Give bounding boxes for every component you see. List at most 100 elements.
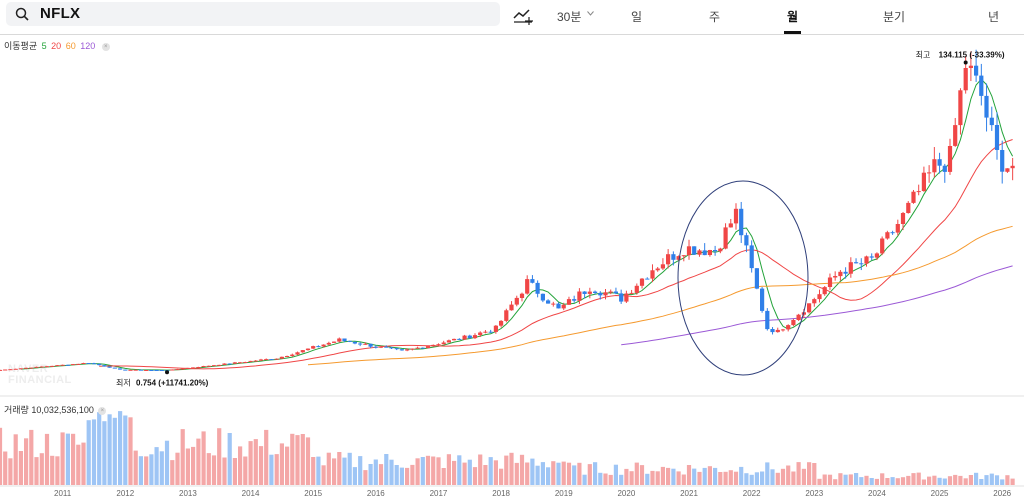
volume-bar [843, 474, 848, 485]
candle-body [874, 253, 879, 258]
candle-body [854, 262, 859, 264]
volume-bar [1005, 475, 1010, 485]
candle-body [927, 172, 932, 174]
volume-bar [332, 458, 337, 485]
candle-body [692, 246, 697, 255]
candle-body [629, 292, 634, 294]
volume-bar [827, 474, 833, 485]
candle-body [264, 359, 269, 361]
volume-bar [206, 453, 211, 485]
volume-bar [546, 467, 551, 485]
volume-bar [530, 458, 535, 485]
candle-body [796, 314, 801, 320]
candle-body [994, 125, 1000, 150]
ma120-line [621, 265, 1013, 346]
x-tick-label: 2019 [555, 489, 573, 498]
candle-body [916, 191, 921, 193]
volume-bar [305, 437, 311, 485]
candle-body [676, 256, 681, 260]
candle-body [44, 366, 50, 368]
candle-body [248, 360, 253, 362]
candle-body [546, 300, 551, 304]
volume-bar [211, 455, 217, 485]
volume-bar [441, 468, 446, 485]
candle-body [311, 346, 316, 349]
x-tick-label: 2025 [931, 489, 949, 498]
volume-bar [185, 448, 190, 485]
candle-body [587, 291, 592, 294]
volume-bar [535, 465, 540, 485]
candle-body [305, 348, 311, 351]
candle-body [974, 65, 979, 76]
volume-bar [285, 446, 290, 485]
period-year[interactable]: 년 [988, 10, 1000, 24]
candle-body [780, 329, 786, 331]
period-week[interactable]: 주 [709, 10, 721, 24]
candle-body [452, 338, 457, 341]
volume-bar [754, 472, 759, 485]
candle-body [81, 363, 86, 364]
volume-bar [264, 429, 269, 485]
candle-body [598, 293, 603, 296]
candle-body [869, 256, 874, 258]
candle-body [686, 246, 692, 256]
candle-body [519, 293, 525, 298]
volume-bar [953, 474, 958, 485]
volume-bar [399, 467, 404, 485]
volume-bar [874, 478, 879, 485]
candle-body [269, 359, 274, 361]
volume-bar [519, 454, 525, 485]
candle-body [107, 366, 112, 368]
candle-body [337, 338, 342, 342]
candle-body [222, 363, 227, 365]
search-box[interactable]: NFLX [6, 2, 500, 26]
candle-body [744, 235, 749, 246]
candle-body [206, 365, 211, 367]
volume-bar [164, 440, 170, 485]
candle-body [979, 75, 984, 96]
volume-bar [593, 462, 598, 485]
volume-bar [0, 427, 3, 485]
volume-bar [274, 454, 279, 485]
x-tick-label: 2015 [304, 489, 322, 498]
annotation-ellipse [677, 180, 809, 376]
candle-body [1000, 150, 1005, 172]
close-icon[interactable]: × [101, 42, 110, 51]
volume-bar [760, 471, 765, 485]
volume-bar [373, 459, 378, 485]
candle-body [880, 238, 885, 254]
volume-bar [472, 467, 478, 485]
candle-body [24, 367, 29, 369]
candle-body [963, 68, 968, 91]
search-ticker[interactable]: NFLX [40, 5, 81, 22]
low-marker [165, 370, 170, 375]
volume-bar [718, 472, 723, 485]
candle-body [425, 346, 431, 349]
volume-bar [384, 454, 389, 485]
candle-body [770, 329, 775, 333]
candle-body [582, 291, 587, 294]
candle-body [885, 232, 890, 239]
candle-body [332, 341, 337, 343]
candle-body [71, 364, 76, 366]
volume-bar [102, 421, 107, 485]
candle-body [483, 331, 488, 333]
line-chart-icon[interactable] [512, 4, 534, 26]
volume-bar [462, 462, 467, 485]
x-tick-label: 2021 [680, 489, 698, 498]
period-month[interactable]: 월 [787, 10, 799, 24]
candle-body [39, 366, 44, 368]
close-icon[interactable]: × [98, 406, 107, 415]
candle-body [958, 90, 963, 126]
chevron-down-icon[interactable] [587, 11, 594, 16]
candle-body [754, 268, 759, 289]
candle-body [791, 320, 796, 326]
period-30min[interactable]: 30분 [557, 10, 582, 24]
candle-body [760, 288, 765, 311]
candle-body [535, 282, 540, 294]
period-day[interactable]: 일 [631, 10, 643, 24]
candle-body [906, 202, 911, 213]
candle-body [561, 304, 566, 309]
period-quarter[interactable]: 분기 [883, 10, 906, 24]
